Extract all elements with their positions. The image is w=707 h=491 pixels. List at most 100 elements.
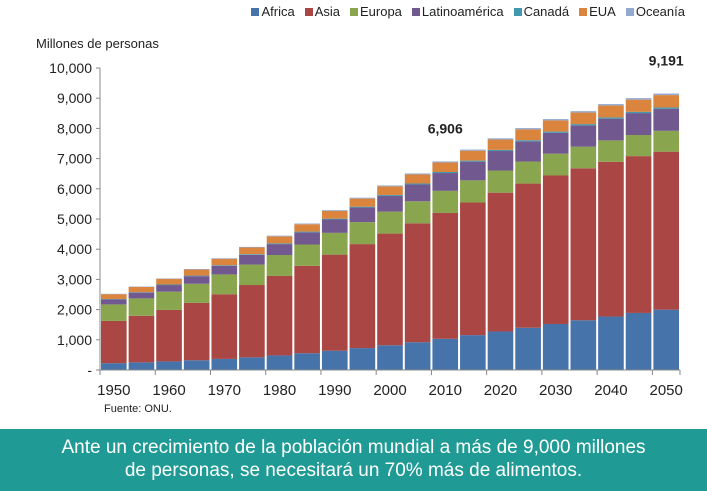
bar-segment-canadá bbox=[432, 172, 459, 174]
bar-segment-asia bbox=[101, 320, 127, 364]
bar-segment-europa bbox=[128, 298, 155, 316]
bar-segment-latinoamérica bbox=[294, 232, 320, 245]
x-tick-label: 1960 bbox=[152, 382, 185, 399]
bar-segment-latinoamérica bbox=[598, 118, 624, 141]
bar-segment-asia bbox=[570, 168, 597, 321]
bar-segment-canadá bbox=[404, 183, 431, 185]
x-tick-label: 2000 bbox=[373, 382, 406, 399]
bar-segment-oceanía bbox=[542, 119, 569, 121]
bar-segment-africa bbox=[570, 320, 597, 370]
bar-segment-latinoamérica bbox=[570, 125, 597, 147]
bar-segment-eua bbox=[487, 139, 514, 150]
bar-segment-latinoamérica bbox=[349, 207, 376, 223]
bar-segment-asia bbox=[211, 294, 238, 359]
legend-swatch bbox=[411, 7, 420, 16]
bar-segment-europa bbox=[349, 222, 376, 245]
bar-segment-europa bbox=[101, 304, 127, 321]
bar-segment-africa bbox=[432, 338, 459, 370]
bar-segment-latinoamérica bbox=[266, 244, 293, 256]
bar-segment-asia bbox=[156, 309, 182, 362]
bar-segment-europa bbox=[156, 291, 182, 310]
bar-segment-asia bbox=[377, 233, 403, 346]
bar-segment-africa bbox=[128, 362, 155, 370]
bar-segment-europa bbox=[321, 232, 348, 255]
bar-segment-canadá bbox=[487, 149, 514, 152]
bar-segment-latinoamérica bbox=[156, 285, 182, 292]
bar-segment-asia bbox=[349, 244, 376, 349]
bar-segment-asia bbox=[487, 192, 514, 332]
bar-segment-eua bbox=[542, 120, 569, 132]
bar-segment-europa bbox=[653, 130, 679, 152]
bar-segment-oceanía bbox=[432, 161, 459, 163]
x-tick-label: 2040 bbox=[594, 382, 627, 399]
bar-segment-canadá bbox=[266, 243, 293, 245]
bar-segment-asia bbox=[321, 254, 348, 351]
y-tick-label: 6,000 bbox=[57, 181, 92, 197]
bar-segment-africa bbox=[653, 309, 679, 370]
bar-segment-canadá bbox=[377, 194, 403, 196]
bar-segment-asia bbox=[294, 265, 320, 354]
bar-segment-canadá bbox=[653, 107, 679, 109]
bar-segment-europa bbox=[266, 255, 293, 276]
legend-label: Europa bbox=[359, 4, 402, 19]
legend-label: Canadá bbox=[523, 4, 570, 19]
bar-segment-canadá bbox=[349, 206, 376, 208]
bar-segment-africa bbox=[294, 353, 320, 370]
bar-segment-oceanía bbox=[515, 128, 541, 130]
legend-swatch bbox=[349, 7, 358, 16]
bar-segment-africa bbox=[239, 357, 265, 370]
bar-segment-eua bbox=[515, 129, 541, 141]
bar-segment-eua bbox=[211, 258, 238, 266]
source-note: Fuente: ONU. bbox=[104, 403, 172, 415]
bar-segment-eua bbox=[377, 186, 403, 195]
bar-segment-europa bbox=[404, 201, 431, 224]
bar-segment-latinoamérica bbox=[487, 151, 514, 171]
bar-segment-oceanía bbox=[239, 246, 265, 248]
bar-segment-africa bbox=[487, 331, 514, 370]
legend-swatch bbox=[513, 7, 522, 16]
legend-label: Oceanía bbox=[635, 4, 685, 19]
legend-label: Africa bbox=[261, 4, 295, 19]
bar-segment-oceanía bbox=[321, 210, 348, 211]
bar-segment-latinoamérica bbox=[542, 132, 569, 154]
bar-segment-eua bbox=[349, 198, 376, 207]
legend-item: Africa bbox=[251, 4, 295, 19]
bar-segment-africa bbox=[404, 342, 431, 370]
bar-segment-africa bbox=[598, 316, 624, 370]
y-tick-label: 9,000 bbox=[57, 90, 92, 106]
bar-segment-canadá bbox=[183, 275, 210, 277]
bar-segment-africa bbox=[625, 312, 652, 370]
bar-segment-latinoamérica bbox=[239, 254, 265, 265]
bar-segment-latinoamérica bbox=[625, 113, 652, 136]
bar-segment-canadá bbox=[570, 124, 597, 126]
bar-segment-eua bbox=[653, 95, 679, 108]
legend-label: EUA bbox=[589, 4, 616, 19]
bar-segment-oceanía bbox=[570, 111, 597, 113]
bar-segment-europa bbox=[598, 140, 624, 162]
x-tick-label: 2020 bbox=[484, 382, 517, 399]
bar-segment-oceanía bbox=[598, 104, 624, 106]
bar-segment-eua bbox=[598, 105, 624, 118]
y-tick-label: - bbox=[87, 362, 92, 378]
bar-segment-africa bbox=[515, 327, 541, 370]
legend-item: Europa bbox=[349, 4, 402, 19]
bar-segment-oceanía bbox=[404, 173, 431, 175]
x-tick-label: 1970 bbox=[208, 382, 241, 399]
bar-segment-asia bbox=[128, 315, 155, 363]
y-tick-label: 1,000 bbox=[57, 332, 92, 348]
bar-segment-europa bbox=[625, 135, 652, 157]
banner-line-2: de personas, se necesitará un 70% más de… bbox=[124, 460, 583, 481]
y-tick-label: 3,000 bbox=[57, 271, 92, 287]
legend-label: Latinoamérica bbox=[421, 4, 504, 19]
bar-segment-asia bbox=[266, 275, 293, 356]
bar-segment-europa bbox=[515, 161, 541, 184]
legend-label: Asia bbox=[314, 4, 340, 19]
bar-segment-latinoamérica bbox=[653, 108, 679, 131]
bar-segment-africa bbox=[377, 345, 403, 370]
legend-swatch bbox=[579, 7, 588, 16]
bar-segment-asia bbox=[598, 161, 624, 317]
bar-segment-asia bbox=[460, 202, 486, 336]
bar-segment-europa bbox=[294, 244, 320, 266]
bar-segment-asia bbox=[183, 302, 210, 361]
legend-item: Canadá bbox=[513, 4, 570, 19]
